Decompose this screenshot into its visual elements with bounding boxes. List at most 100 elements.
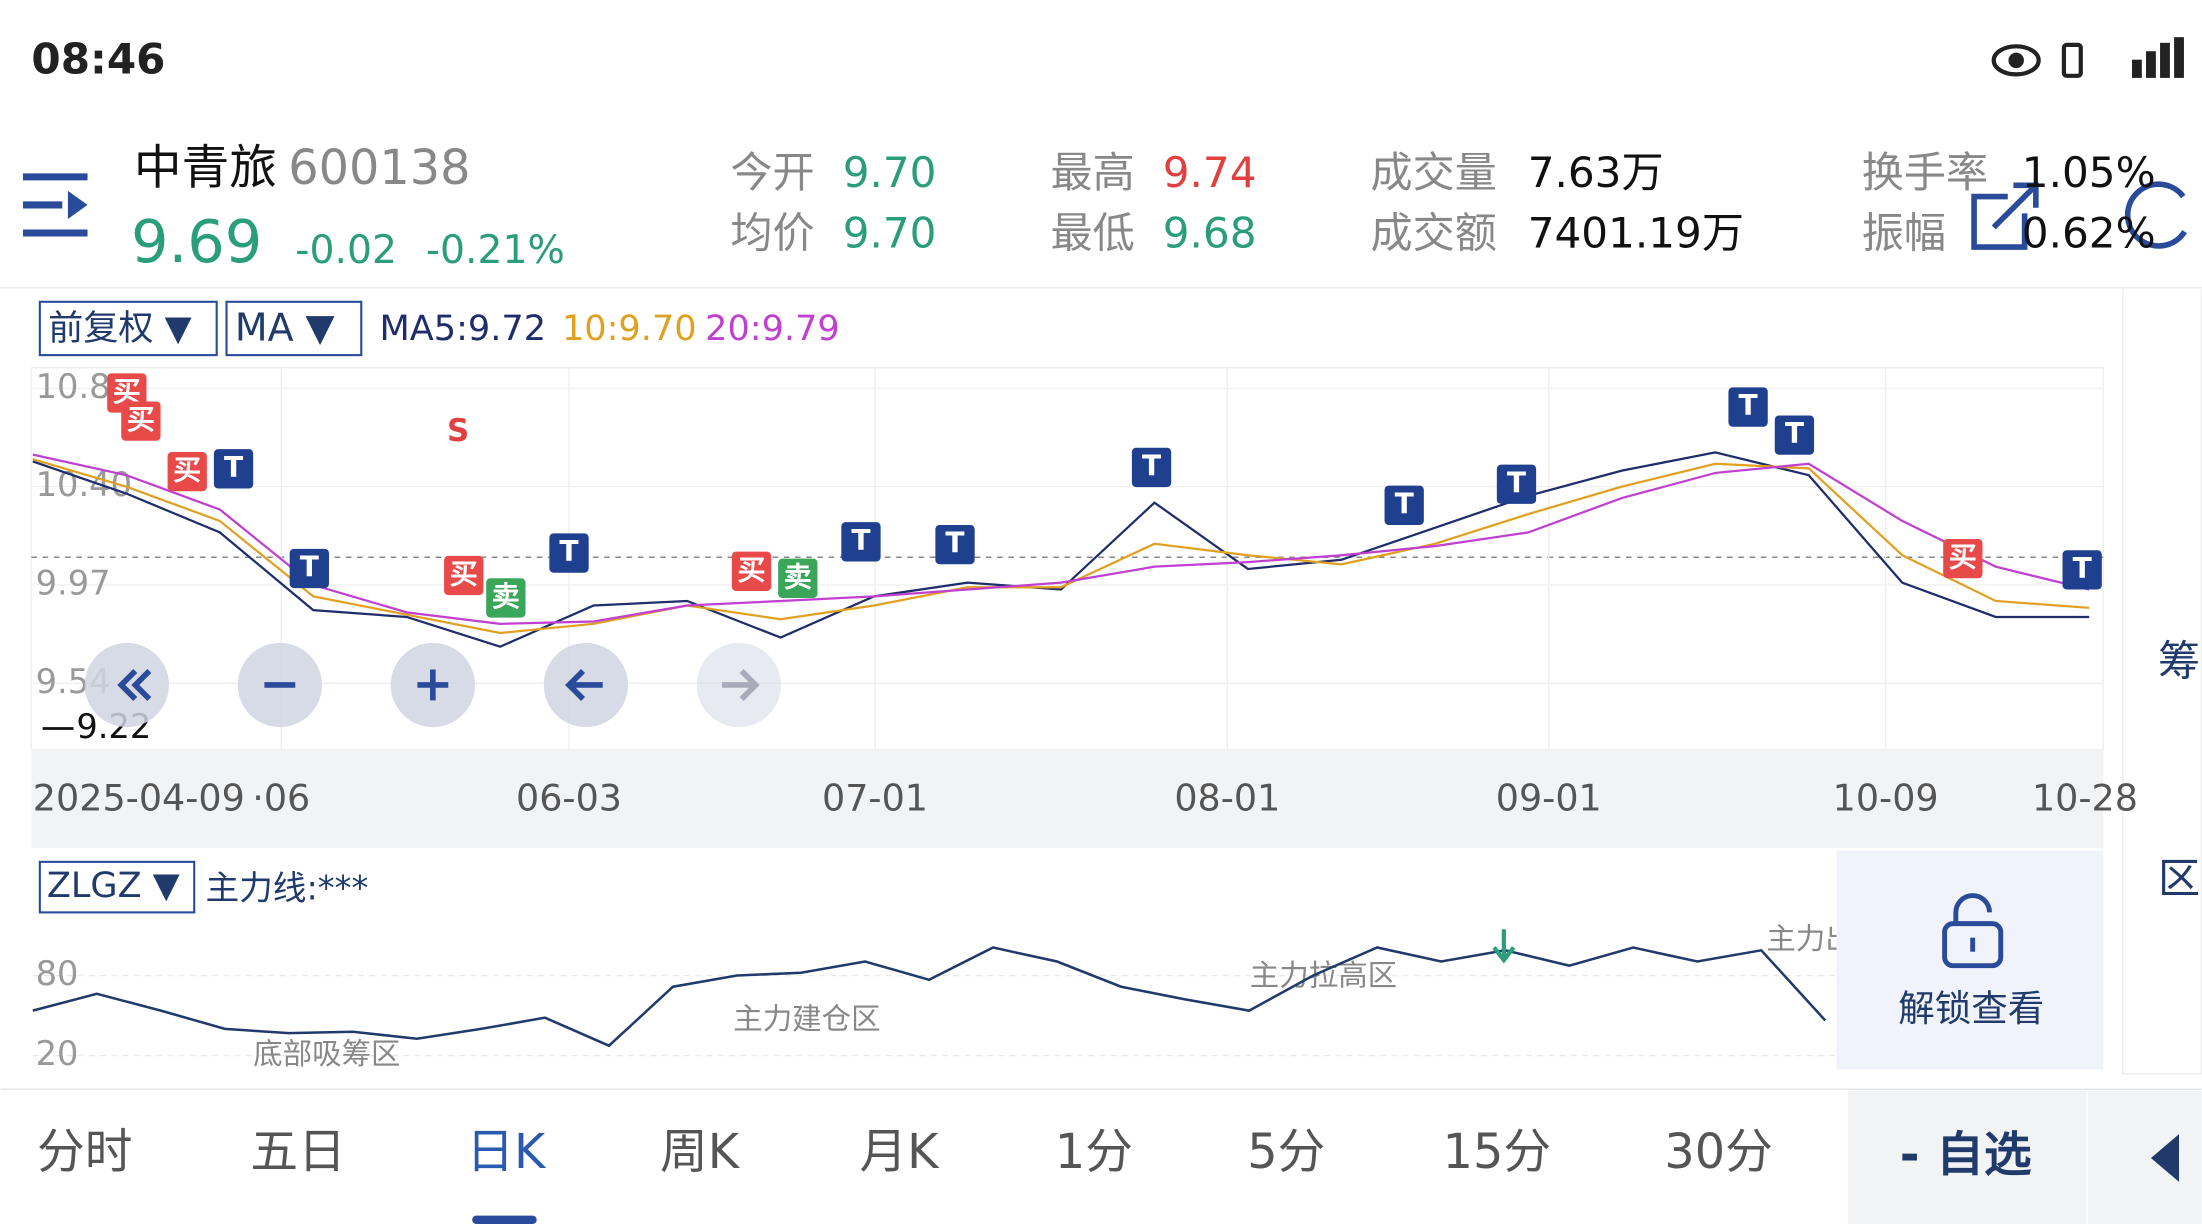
indicator-select[interactable] [225,300,363,357]
ma-legend: MA5:9.72 [380,308,547,349]
y-tick-label: 80 [36,954,79,993]
date-label: ·06 [252,777,310,820]
period-tab[interactable]: 月K [859,1125,940,1180]
quote-value: 7401.19万 [1528,208,1744,257]
indicator-legend: 主力线:*** [205,868,368,907]
signal-label: 买 [737,553,765,586]
signal-badge [121,401,161,441]
signal-label: T [2073,552,2092,585]
signal-badge [2062,550,2102,590]
quote-label: 最低 [1050,208,1134,257]
ma-legend: 10:9.70 [562,308,697,349]
side-tab[interactable]: 区 [2158,854,2200,903]
signal-label: T [224,451,243,484]
signal-label: T [1785,417,1804,450]
toolbar [31,291,2104,365]
nav-zoom-in-icon [417,669,449,701]
collapse-button[interactable] [2087,1090,2202,1224]
zone-label: 底部吸筹区 [253,1037,400,1071]
signal-label: S [447,413,469,449]
stock-change: -0.02 [295,228,397,273]
favorite-label[interactable]: - 自选 [1900,1128,2032,1183]
quote-value: 9.70 [843,148,937,197]
side-panel [2122,287,2202,1075]
signal-badge [1496,464,1537,504]
side-tab[interactable]: 筹 [2158,636,2200,685]
menu-button[interactable] [22,173,88,237]
ma-line [32,453,2090,625]
signal-badge [1728,387,1768,427]
clock: 08:46 [31,34,165,83]
signal-badge [935,524,975,565]
quote-value: 7.63万 [1528,148,1664,197]
period-tab[interactable]: 30分 [1664,1125,1772,1180]
signal-label: 卖 [492,580,520,613]
stock-price: 9.69 [131,207,262,276]
signal-badge [444,555,484,596]
period-tab[interactable]: 15分 [1443,1125,1551,1180]
stock-name: 中青旅 [134,141,277,196]
signal-badge [778,558,818,598]
quote-value: 9.74 [1163,148,1257,197]
signal-label: T [559,535,578,568]
signal-badge [1943,539,1983,579]
period-tab[interactable]: 日K [466,1125,547,1180]
quote-value: 1.05% [2022,148,2156,197]
quote-label: 均价 [730,208,814,257]
date-label: 10-28 [2032,777,2138,820]
quote-label: 成交额 [1371,208,1497,257]
signal-label: 买 [1949,541,1977,574]
y-tick-label: 9.97 [36,563,111,602]
lock-icon [1942,893,2004,969]
ma-line [32,451,2090,648]
adjust-select[interactable] [38,300,218,357]
chart-nav-button[interactable] [84,642,169,728]
signal-label: T [1142,449,1161,482]
nav-right-icon [722,668,760,702]
period-tab[interactable]: 5分 [1247,1125,1325,1180]
signal-label: 买 [450,558,478,591]
signal-label: T [1739,389,1758,422]
nav-first-icon [117,668,152,702]
date-label: 09-01 [1496,777,1602,820]
signal-label: T [945,527,964,560]
unlock-panel[interactable] [1836,850,2104,1070]
signal-label: 卖 [784,560,812,593]
date-label: 08-01 [1174,777,1280,820]
date-label: 07-01 [822,777,928,820]
stock-code: 600138 [288,141,470,196]
period-tab[interactable]: 周K [660,1125,741,1180]
signal-label: T [851,524,870,557]
share-button[interactable] [1971,182,2039,250]
period-tab[interactable]: 1分 [1055,1125,1133,1180]
favorite-button[interactable] [1847,1090,2087,1224]
date-label: 2025-04-09 [33,777,245,820]
unlock-label[interactable]: 解锁查看 [1898,987,2044,1030]
date-label: 06-03 [516,777,622,820]
signal-badge [1131,447,1172,488]
ma-line [32,458,2090,635]
period-tab[interactable]: 分时 [37,1125,132,1180]
date-label: 10-09 [1833,777,1939,820]
zlgz-select[interactable] [38,860,196,914]
y-tick-label: 10.8 [36,367,111,406]
signal-label: 买 [127,403,155,436]
zone-label: 主力建仓区 [733,1002,880,1036]
status-icons [1991,37,2184,78]
quote-label: 换手率 [1862,148,1988,197]
signal-label: T [1507,466,1526,499]
zone-label: 主力拉高区 [1250,958,1397,992]
quote-label: 振幅 [1862,208,1946,257]
signal-badge [1774,415,1815,455]
signal-badge [549,533,589,573]
signal-label: 买 [173,454,201,487]
date-axis-band [31,749,2104,848]
y-tick-label: 20 [36,1034,79,1073]
period-tab[interactable]: 五日 [250,1125,345,1180]
zlgz-label[interactable]: ZLGZ ▼ [47,865,180,906]
refresh-button[interactable] [2124,181,2188,249]
signal-badge [289,548,329,589]
quote-value: 0.62% [2022,208,2156,257]
price-panel [30,367,2104,751]
